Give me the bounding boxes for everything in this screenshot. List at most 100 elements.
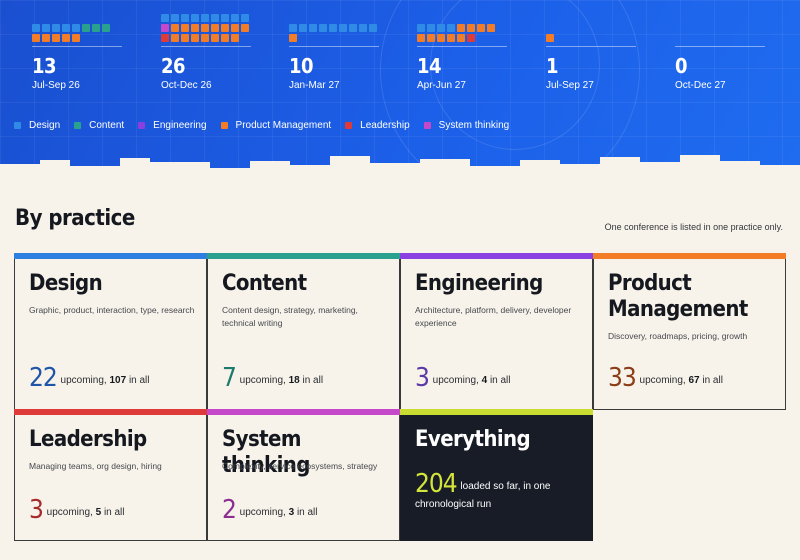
card-accent-bar (14, 253, 207, 259)
quarter-label: Oct-Dec 26 (161, 80, 212, 91)
design-block (231, 14, 239, 22)
product-block (457, 24, 465, 32)
design-block (52, 24, 60, 32)
product-block (181, 24, 189, 32)
total-label: in all (128, 375, 150, 386)
design-block (447, 24, 455, 32)
design-block (349, 24, 357, 32)
card-stats: 7 upcoming, 18 in all (222, 363, 323, 393)
design-block (62, 24, 70, 32)
legend-label: Content (89, 119, 125, 131)
quarter-label: Apr-Jun 27 (417, 80, 466, 91)
product-block (62, 34, 70, 42)
product-block (191, 24, 199, 32)
card-accent-bar (400, 253, 593, 259)
design-block (161, 14, 169, 22)
practice-card-design[interactable]: Design Graphic, product, interaction, ty… (14, 253, 207, 410)
quarter-column[interactable]: 13 Jul-Sep 26 (32, 0, 152, 100)
section-note: One conference is listed in one practice… (604, 222, 783, 232)
upcoming-label: upcoming, (46, 507, 93, 518)
practice-card-leadership[interactable]: Leadership Managing teams, org design, h… (14, 409, 207, 541)
design-block (319, 24, 327, 32)
legend-item-design: Design (14, 118, 60, 132)
practice-legend: Design Content Engineering Product Manag… (14, 118, 523, 132)
quarter-divider (32, 46, 122, 47)
quarter-divider (289, 46, 379, 47)
conference-blocks (417, 12, 537, 44)
card-title: Engineering (415, 271, 543, 296)
card-accent-bar (400, 409, 593, 415)
design-block (72, 24, 80, 32)
practice-card-product-management[interactable]: Product Management Discovery, roadmaps, … (593, 253, 786, 410)
card-stats: 204 loaded so far, in one chronological … (415, 471, 575, 514)
card-accent-bar (207, 409, 400, 415)
quarter-column[interactable]: 10 Jan-Mar 27 (289, 0, 409, 100)
product-block (221, 34, 229, 42)
product-block (171, 34, 179, 42)
design-block (221, 14, 229, 22)
product-block (241, 24, 249, 32)
total-count: 5 (95, 507, 102, 518)
legend-item-leadership: Leadership (345, 118, 410, 132)
loaded-label: loaded so far, in one chronological run (415, 481, 551, 510)
quarter-column[interactable]: 1 Jul-Sep 27 (546, 0, 666, 100)
card-title: System thinking (222, 427, 310, 478)
product-block (211, 34, 219, 42)
practice-card-engineering[interactable]: Engineering Architecture, platform, deli… (400, 253, 593, 410)
practice-card-content[interactable]: Content Content design, strategy, market… (207, 253, 400, 410)
product-block (417, 34, 425, 42)
upcoming-count: 2 (222, 495, 237, 525)
total-count: 3 (288, 507, 295, 518)
design-block (241, 14, 249, 22)
conference-blocks (32, 12, 152, 44)
quarter-divider (161, 46, 251, 47)
design-block (299, 24, 307, 32)
legend-label: Design (29, 119, 61, 131)
product-block (201, 34, 209, 42)
system-thinking-block (161, 24, 169, 32)
total-label: in all (103, 507, 125, 518)
design-block (201, 14, 209, 22)
legend-item-product-management: Product Management (220, 118, 331, 132)
card-accent-bar (207, 253, 400, 259)
product-block (52, 34, 60, 42)
card-title: Product Management (608, 271, 748, 322)
total-label: in all (702, 375, 723, 386)
card-description: Content design, strategy, marketing, tec… (222, 305, 358, 328)
quarter-label: Jul-Sep 26 (32, 80, 80, 91)
product-block (467, 24, 475, 32)
quarter-column[interactable]: 26 Oct-Dec 26 (161, 0, 281, 100)
quarter-column[interactable]: 0 Oct-Dec 27 (675, 0, 795, 100)
quarter-count: 0 (675, 54, 688, 78)
card-title: Leadership (29, 427, 147, 452)
legend-swatch (220, 121, 228, 129)
legend-swatch (138, 121, 146, 129)
legend-swatch (423, 121, 431, 129)
design-block (309, 24, 317, 32)
quarter-divider (546, 46, 636, 47)
total-count: 107 (109, 375, 127, 386)
quarter-column[interactable]: 14 Apr-Jun 27 (417, 0, 537, 100)
quarter-timeline: 13 Jul-Sep 26 (0, 0, 800, 110)
content-block (92, 24, 100, 32)
product-block (42, 34, 50, 42)
legend-swatch (345, 121, 353, 129)
product-block (457, 34, 465, 42)
leadership-block (467, 34, 475, 42)
upcoming-label: upcoming, (432, 375, 479, 386)
practice-grid: Design Graphic, product, interaction, ty… (14, 253, 786, 541)
legend-swatch (14, 121, 21, 129)
design-block (211, 14, 219, 22)
product-block (211, 24, 219, 32)
legend-item-system-thinking: System thinking (423, 118, 509, 132)
upcoming-count: 7 (222, 363, 237, 393)
quarter-count: 14 (417, 54, 442, 78)
loaded-count: 204 (415, 469, 458, 499)
practice-card-system-thinking[interactable]: System thinking Complexity, service ecos… (207, 409, 400, 541)
product-block (32, 34, 40, 42)
card-stats: 22 upcoming, 107 in all (29, 363, 150, 393)
product-block (477, 24, 485, 32)
card-title: Design (29, 271, 103, 296)
practice-card-everything[interactable]: Everything 204 loaded so far, in one chr… (400, 409, 593, 541)
conference-blocks (675, 12, 795, 44)
